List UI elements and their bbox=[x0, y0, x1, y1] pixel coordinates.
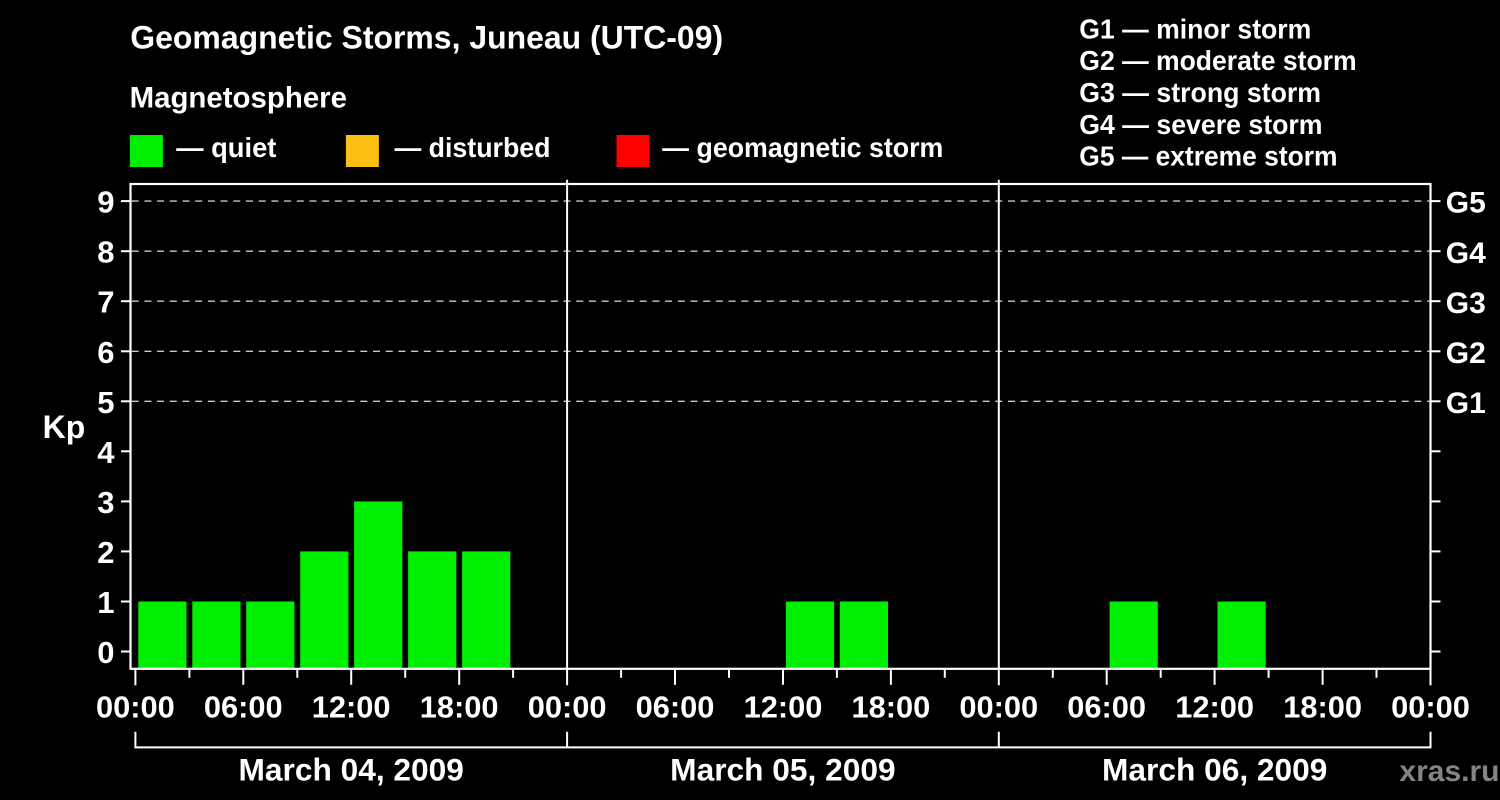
svg-text:00:00: 00:00 bbox=[96, 690, 175, 725]
svg-text:8: 8 bbox=[97, 235, 114, 270]
svg-text:G2: G2 bbox=[1446, 337, 1486, 370]
svg-text:0: 0 bbox=[97, 635, 114, 670]
svg-text:18:00: 18:00 bbox=[1283, 690, 1362, 725]
svg-text:4: 4 bbox=[97, 435, 115, 470]
svg-text:18:00: 18:00 bbox=[420, 690, 499, 725]
svg-text:G1 — minor storm: G1 — minor storm bbox=[1079, 14, 1311, 45]
svg-text:1: 1 bbox=[97, 585, 114, 620]
svg-text:Geomagnetic Storms, Juneau (UT: Geomagnetic Storms, Juneau (UTC-09) bbox=[130, 19, 723, 55]
svg-text:G5: G5 bbox=[1446, 187, 1486, 220]
svg-text:18:00: 18:00 bbox=[852, 690, 931, 725]
svg-text:5: 5 bbox=[97, 385, 114, 420]
svg-text:March 06, 2009: March 06, 2009 bbox=[1102, 752, 1327, 788]
svg-text:3: 3 bbox=[97, 485, 114, 520]
svg-text:March 05, 2009: March 05, 2009 bbox=[670, 752, 895, 788]
svg-text:— geomagnetic storm: — geomagnetic storm bbox=[662, 132, 943, 163]
svg-text:6: 6 bbox=[97, 335, 114, 370]
svg-text:00:00: 00:00 bbox=[1391, 690, 1470, 725]
svg-text:06:00: 06:00 bbox=[636, 690, 715, 725]
svg-text:00:00: 00:00 bbox=[528, 690, 607, 725]
svg-text:9: 9 bbox=[97, 185, 114, 220]
svg-text:— disturbed: — disturbed bbox=[395, 132, 551, 163]
svg-text:G1: G1 bbox=[1446, 387, 1486, 420]
svg-text:xras.ru: xras.ru bbox=[1399, 755, 1499, 788]
svg-text:7: 7 bbox=[97, 285, 114, 320]
svg-text:Kp: Kp bbox=[43, 409, 86, 445]
svg-text:G2 — moderate storm: G2 — moderate storm bbox=[1079, 45, 1356, 76]
svg-text:G4: G4 bbox=[1446, 237, 1486, 270]
svg-text:12:00: 12:00 bbox=[744, 690, 823, 725]
svg-text:2: 2 bbox=[97, 535, 114, 570]
svg-text:March 04, 2009: March 04, 2009 bbox=[239, 752, 464, 788]
svg-text:00:00: 00:00 bbox=[959, 690, 1038, 725]
svg-text:G3 — strong storm: G3 — strong storm bbox=[1079, 77, 1321, 108]
svg-text:12:00: 12:00 bbox=[1175, 690, 1254, 725]
svg-text:G5 — extreme storm: G5 — extreme storm bbox=[1079, 141, 1337, 172]
svg-text:— quiet: — quiet bbox=[176, 132, 276, 163]
svg-text:G4 — severe storm: G4 — severe storm bbox=[1079, 109, 1322, 140]
svg-text:G3: G3 bbox=[1446, 287, 1486, 320]
svg-text:06:00: 06:00 bbox=[1067, 690, 1146, 725]
svg-text:12:00: 12:00 bbox=[312, 690, 391, 725]
svg-text:Magnetosphere: Magnetosphere bbox=[130, 82, 347, 115]
svg-text:06:00: 06:00 bbox=[204, 690, 283, 725]
